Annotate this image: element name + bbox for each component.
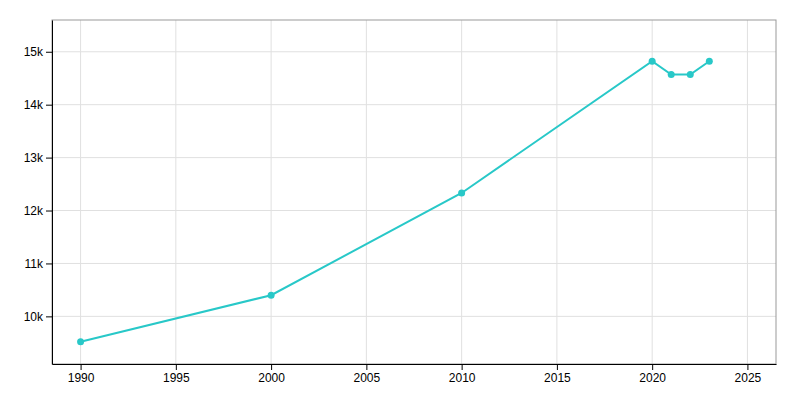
grid-line-y xyxy=(52,210,776,211)
y-tick-label: 12k xyxy=(24,204,44,218)
y-tick-label: 11k xyxy=(25,257,44,271)
grid-line-x xyxy=(271,20,272,364)
x-tick-mark xyxy=(747,364,748,370)
y-tick: 14k xyxy=(24,98,52,112)
x-tick-label: 1995 xyxy=(163,371,190,385)
x-axis-line xyxy=(53,364,777,365)
x-tick-mark xyxy=(271,364,272,370)
point xyxy=(268,292,275,299)
point xyxy=(77,338,84,345)
x-tick: 1995 xyxy=(163,364,190,385)
x-tick-mark xyxy=(81,364,82,370)
y-tick-mark xyxy=(46,316,52,317)
point xyxy=(706,58,713,65)
grid-line-x xyxy=(652,20,653,364)
grid-line-y xyxy=(52,51,776,52)
y-tick: 10k xyxy=(24,310,52,324)
x-tick: 2010 xyxy=(449,364,476,385)
grid-line-x xyxy=(175,20,176,364)
y-tick: 11k xyxy=(25,257,52,271)
x-tick-mark xyxy=(462,364,463,370)
point xyxy=(668,71,675,78)
x-tick-label: 2025 xyxy=(735,371,762,385)
plot-frame xyxy=(52,20,776,364)
x-tick-label: 2015 xyxy=(544,371,571,385)
x-tick: 2015 xyxy=(544,364,571,385)
x-tick-mark xyxy=(176,364,177,370)
x-tick-mark xyxy=(557,364,558,370)
x-tick-label: 2020 xyxy=(639,371,666,385)
y-tick-label: 15k xyxy=(24,45,44,59)
y-tick: 12k xyxy=(24,204,52,218)
grid xyxy=(52,20,776,364)
y-tick-mark xyxy=(46,263,52,264)
y-tick-mark xyxy=(46,105,52,106)
grid-line-x xyxy=(556,20,557,364)
point xyxy=(687,71,694,78)
x-tick-label: 2005 xyxy=(354,371,381,385)
y-tick: 13k xyxy=(24,151,52,165)
x-tick-label: 1990 xyxy=(68,371,95,385)
y-axis: 10k 11k 12k 13k 14k 15k xyxy=(24,21,53,365)
grid-line-y xyxy=(52,157,776,158)
grid-line-y xyxy=(52,263,776,264)
y-tick-mark xyxy=(46,52,52,53)
x-tick: 1990 xyxy=(68,364,95,385)
point xyxy=(458,189,465,196)
x-tick: 2005 xyxy=(354,364,381,385)
x-tick-mark xyxy=(366,364,367,370)
x-axis: 1990 1995 2000 2005 2010 2015 2020 2025 xyxy=(53,364,777,385)
y-tick-label: 14k xyxy=(24,98,44,112)
point xyxy=(649,58,656,65)
marks xyxy=(77,58,713,345)
y-tick: 15k xyxy=(24,45,52,59)
x-tick-label: 2010 xyxy=(449,371,476,385)
y-tick-mark xyxy=(46,211,52,212)
chart: 1990 1995 2000 2005 2010 2015 2020 2025 10k 11k 12… xyxy=(0,0,800,400)
grid-line-x xyxy=(80,20,81,364)
grid-line-x xyxy=(747,20,748,364)
x-tick-label: 2000 xyxy=(258,371,285,385)
x-tick: 2000 xyxy=(258,364,285,385)
y-tick-mark xyxy=(46,158,52,159)
grid-line-y xyxy=(52,104,776,105)
line xyxy=(81,61,710,341)
x-tick-mark xyxy=(652,364,653,370)
y-axis-line xyxy=(52,21,53,365)
x-tick: 2020 xyxy=(639,364,666,385)
grid-line-x xyxy=(366,20,367,364)
x-tick: 2025 xyxy=(735,364,762,385)
y-tick-label: 10k xyxy=(24,310,44,324)
grid-line-y xyxy=(52,316,776,317)
plot: 1990 1995 2000 2005 2010 2015 2020 2025 10k 11k 12… xyxy=(24,20,777,385)
y-tick-label: 13k xyxy=(24,151,44,165)
